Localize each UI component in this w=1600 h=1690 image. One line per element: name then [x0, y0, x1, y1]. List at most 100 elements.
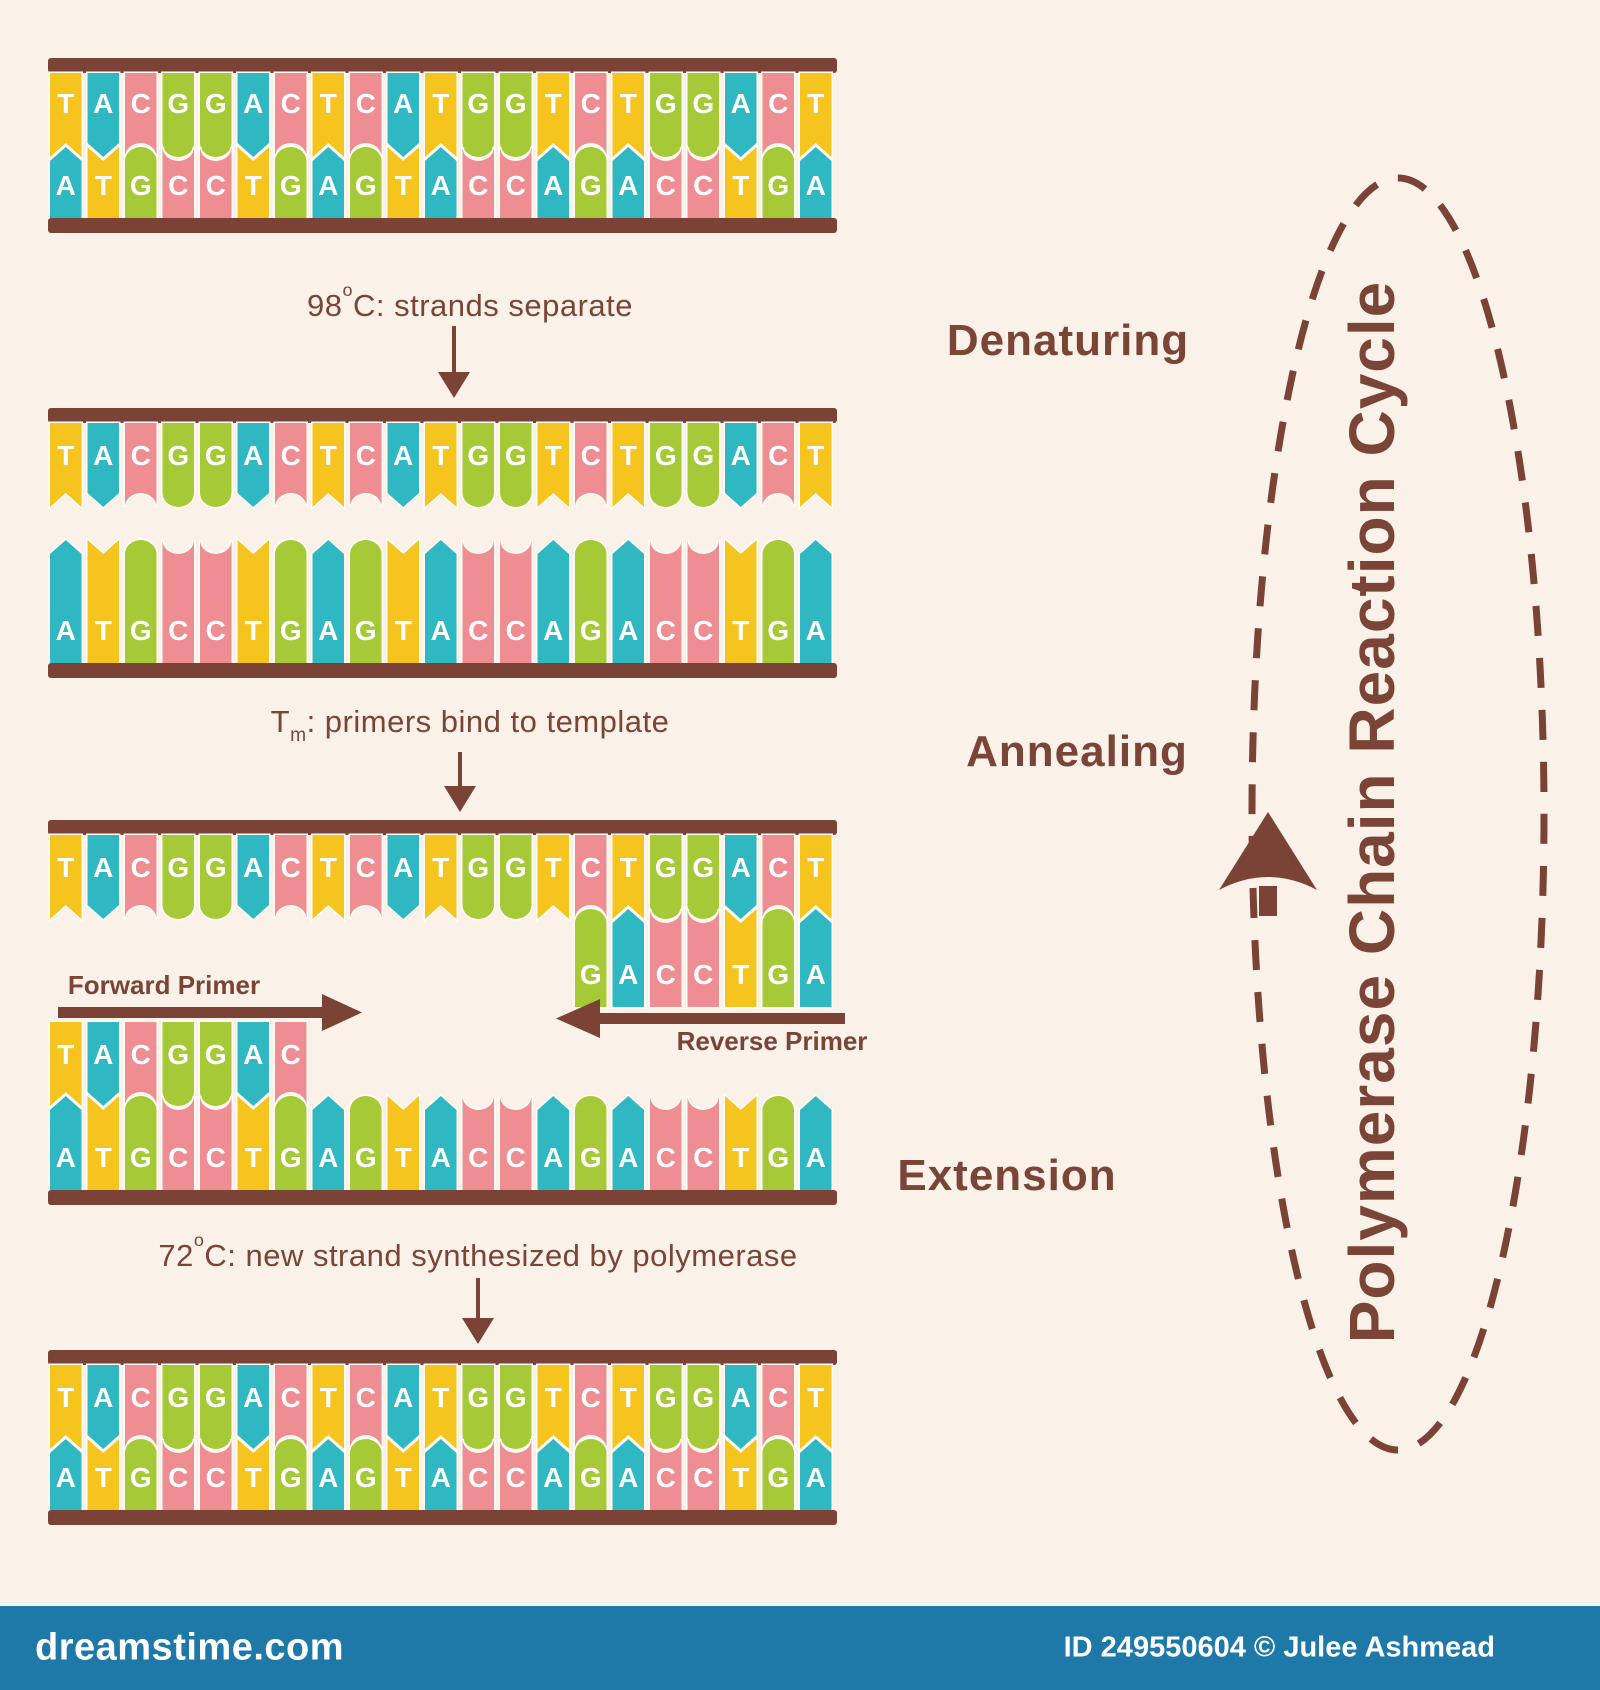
annealing-bottom-strand-base-A — [423, 1093, 458, 1192]
duplex1-top-strand-letter-A: A — [393, 88, 413, 119]
duplex2-top-strand-base-G — [198, 1363, 233, 1451]
duplex1-top-bar — [48, 58, 837, 73]
duplex1-top-strand-letter-G: G — [205, 88, 227, 119]
annealing-top-bar — [48, 820, 837, 835]
annealing-top-strand-letter-G: G — [692, 852, 714, 883]
arrow-denature-head — [438, 372, 470, 398]
duplex2-top-strand-base-A — [386, 1363, 421, 1452]
denatured-bottom-bar — [48, 663, 837, 678]
duplex1-bottom-strand-letter-A: A — [431, 170, 451, 201]
duplex1-bottom-strand-letter-A: A — [618, 170, 638, 201]
annealing-top-strand-base-G — [461, 833, 496, 921]
forward-primer-arrow-head — [322, 994, 362, 1031]
duplex2-bottom-strand-letter-A: A — [431, 1462, 451, 1493]
annealing-bottom-strand-letter-A: A — [543, 1142, 563, 1173]
reverse-primer-strand-letter-G: G — [580, 959, 602, 990]
duplex1-bottom-strand-base-A — [798, 144, 833, 220]
annealing-top-strand-letter-T: T — [320, 852, 337, 883]
annealing-top-strand-base-T — [48, 833, 83, 923]
annealing-bottom-strand-base-A — [611, 1093, 646, 1192]
duplex2-bottom-strand-letter-G: G — [580, 1462, 602, 1493]
annealing-top-strand-letter-G: G — [205, 852, 227, 883]
annealing-bottom-strand-letter-A: A — [56, 1142, 76, 1173]
annealing-top-strand-base-C — [123, 833, 158, 920]
caption-annealing-rest: : primers bind to template — [306, 704, 670, 739]
denatured-bottom-strand-letter-C: C — [656, 615, 676, 646]
duplex2-bottom-strand-letter-T: T — [95, 1462, 112, 1493]
annealing-bottom-strand-letter-C: C — [206, 1142, 226, 1173]
reverse-primer-strand-base-G — [761, 907, 796, 1009]
reverse-primer-strand-base-G — [573, 907, 608, 1009]
annealing-top-strand-base-T — [311, 833, 346, 923]
duplex2-top-strand-letter-G: G — [692, 1382, 714, 1413]
duplex1-bottom-strand-letter-A: A — [806, 170, 826, 201]
duplex1-top-strand-letter-A: A — [731, 88, 751, 119]
reverse-primer-strand-letter-A: A — [806, 959, 826, 990]
duplex1-top-strand-letter-T: T — [432, 88, 449, 119]
denatured-bottom-strand-letter-C: C — [468, 615, 488, 646]
denatured-top-strand-letter-T: T — [432, 440, 449, 471]
duplex1-bottom-strand-letter-G: G — [355, 170, 377, 201]
denatured-bottom-strand-base-C — [686, 539, 721, 665]
duplex1-top-strand-base-T — [798, 71, 833, 161]
annealing-top-strand-base-A — [723, 833, 758, 922]
duplex1-bottom-strand-letter-A: A — [318, 170, 338, 201]
duplex1-bottom-bar — [48, 218, 837, 233]
denatured-top-strand-letter-C: C — [281, 440, 301, 471]
denatured-top-strand-letter-T: T — [807, 440, 824, 471]
duplex2-top-strand-letter-A: A — [393, 1382, 413, 1413]
duplex1-top-strand-base-G — [686, 71, 721, 159]
duplex1-top-strand-letter-T: T — [807, 88, 824, 119]
duplex1-bottom-strand-letter-G: G — [280, 170, 302, 201]
denatured-top-strand-letter-A: A — [93, 440, 113, 471]
arrow-anneal-stem — [458, 752, 462, 786]
annealing-top-strand-base-A — [86, 833, 121, 922]
denatured-bottom-strand-base-C — [198, 539, 233, 665]
annealing-bottom-strand-base-G — [273, 1094, 308, 1192]
duplex1-top-strand-base-A — [236, 71, 271, 160]
duplex2-top-strand-base-G — [161, 1363, 196, 1451]
duplex1-bottom-strand-base-C — [686, 146, 721, 220]
annealing-bottom-strand-base-G — [761, 1094, 796, 1192]
duplex2-bottom-strand-base-G — [573, 1437, 608, 1512]
caption-denaturing-sup: o — [342, 279, 353, 300]
caption-annealing-pre: T — [270, 704, 291, 739]
annealing-top-strand-base-T — [611, 833, 646, 923]
caption-denaturing: 98oC: strands separate — [307, 280, 634, 324]
annealing-top-strand-letter-C: C — [131, 852, 151, 883]
duplex2-top-strand-base-A — [86, 1363, 121, 1452]
cycle-arrowhead-icon — [1219, 812, 1317, 916]
duplex1-top-strand-base-T — [423, 71, 458, 161]
caption-denaturing-rest: C: strands separate — [352, 288, 634, 323]
arrow-denature-stem — [452, 326, 456, 372]
denatured-top-strand-base-A — [723, 421, 758, 510]
watermark-bar: dreamstime.com ID 249550604 © Julee Ashm… — [0, 1606, 1600, 1690]
annealing-top-strand-letter-T: T — [432, 852, 449, 883]
annealing-bottom-strand-base-C — [198, 1095, 233, 1192]
duplex1-top-strand-letter-G: G — [505, 88, 527, 119]
forward-primer-strand-letter-G: G — [205, 1039, 227, 1070]
duplex2-bottom-strand-letter-G: G — [767, 1462, 789, 1493]
forward-primer-strand-base-G — [161, 1020, 196, 1108]
annealing-top-strand-base-G — [686, 833, 721, 921]
denatured-bottom-strand-letter-A: A — [806, 615, 826, 646]
duplex2-top-strand-letter-T: T — [320, 1382, 337, 1413]
stage-label-denaturing: Denaturing — [946, 316, 1190, 365]
duplex2-top-strand-letter-G: G — [167, 1382, 189, 1413]
caption-annealing: Tm: primers bind to template — [270, 704, 670, 746]
duplex2-bottom-strand-base-A — [311, 1436, 346, 1512]
duplex1-top-strand-base-G — [648, 71, 683, 159]
duplex2-bottom-strand-letter-A: A — [618, 1462, 638, 1493]
denatured-bottom-strand-letter-G: G — [767, 615, 789, 646]
duplex2-top-strand-base-G — [498, 1363, 533, 1451]
denatured-top-strand-base-C — [573, 421, 608, 508]
duplex1-top-strand-letter-T: T — [620, 88, 637, 119]
duplex1-bottom-strand-base-C — [648, 146, 683, 220]
annealing-bottom-strand-letter-G: G — [355, 1142, 377, 1173]
duplex2-bottom-strand-letter-T: T — [395, 1462, 412, 1493]
annealing-bottom-strand-letter-C: C — [693, 1142, 713, 1173]
annealing-bottom-strand-letter-C: C — [506, 1142, 526, 1173]
annealing-bottom-strand-letter-A: A — [806, 1142, 826, 1173]
forward-primer-strand-letter-A: A — [93, 1039, 113, 1070]
